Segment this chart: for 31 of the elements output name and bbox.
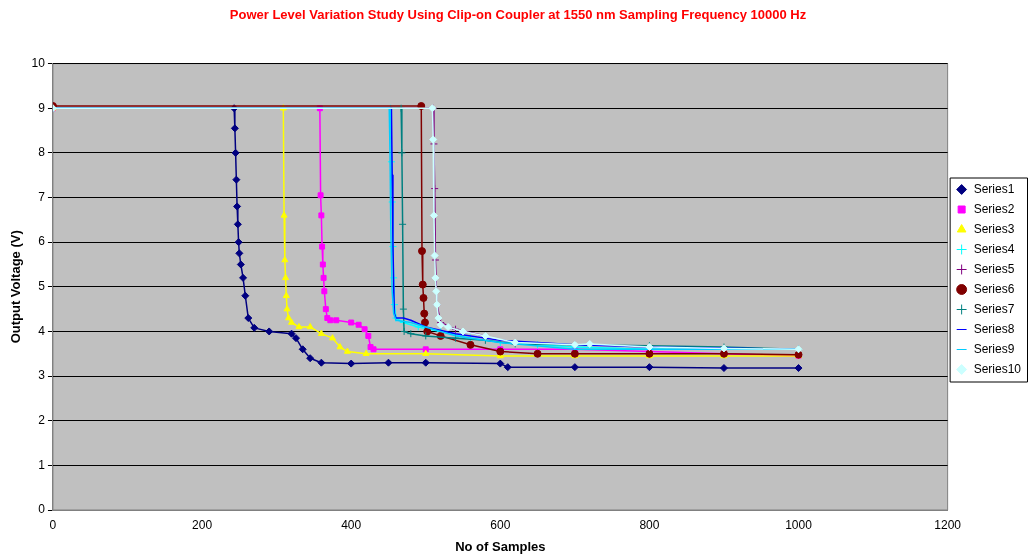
- legend-label: Series8: [973, 321, 1015, 336]
- x-tick-label: 200: [192, 517, 213, 532]
- legend-label: Series7: [973, 301, 1015, 316]
- legend-label: Series6: [973, 281, 1015, 296]
- y-tick-label: 0: [38, 502, 46, 517]
- y-tick-label: 1: [38, 457, 46, 472]
- x-tick-label: 400: [341, 517, 362, 532]
- y-tick-label: 5: [38, 279, 46, 294]
- y-tick-label: 2: [38, 413, 46, 428]
- y-axis-title: Output Voltage (V): [8, 230, 24, 344]
- y-tick-label: 10: [31, 55, 46, 70]
- x-tick-label: 1000: [785, 517, 813, 532]
- y-tick-label: 6: [38, 234, 46, 249]
- y-tick-label: 7: [38, 189, 46, 204]
- legend-label: Series3: [973, 221, 1015, 236]
- legend-label: Series4: [973, 241, 1015, 256]
- chart-title: Power Level Variation Study Using Clip-on Coupler at 1550 nm Sampling Frequency 10000 Hz: [229, 7, 807, 23]
- y-tick-label: 8: [38, 145, 46, 160]
- x-tick-label: 800: [639, 517, 660, 532]
- legend-label: Series2: [973, 201, 1015, 216]
- legend-label: Series10: [973, 361, 1022, 376]
- y-tick-label: 9: [38, 100, 46, 115]
- y-tick-label: 3: [38, 368, 46, 383]
- y-tick-label: 4: [38, 323, 46, 338]
- x-axis-title: No of Samples: [455, 538, 546, 554]
- x-tick-label: 0: [49, 517, 57, 532]
- legend-label: Series1: [973, 181, 1015, 196]
- x-tick-label: 600: [490, 517, 511, 532]
- legend-label: Series5: [973, 261, 1015, 276]
- legend-label: Series9: [973, 341, 1015, 356]
- x-tick-label: 1200: [934, 517, 962, 532]
